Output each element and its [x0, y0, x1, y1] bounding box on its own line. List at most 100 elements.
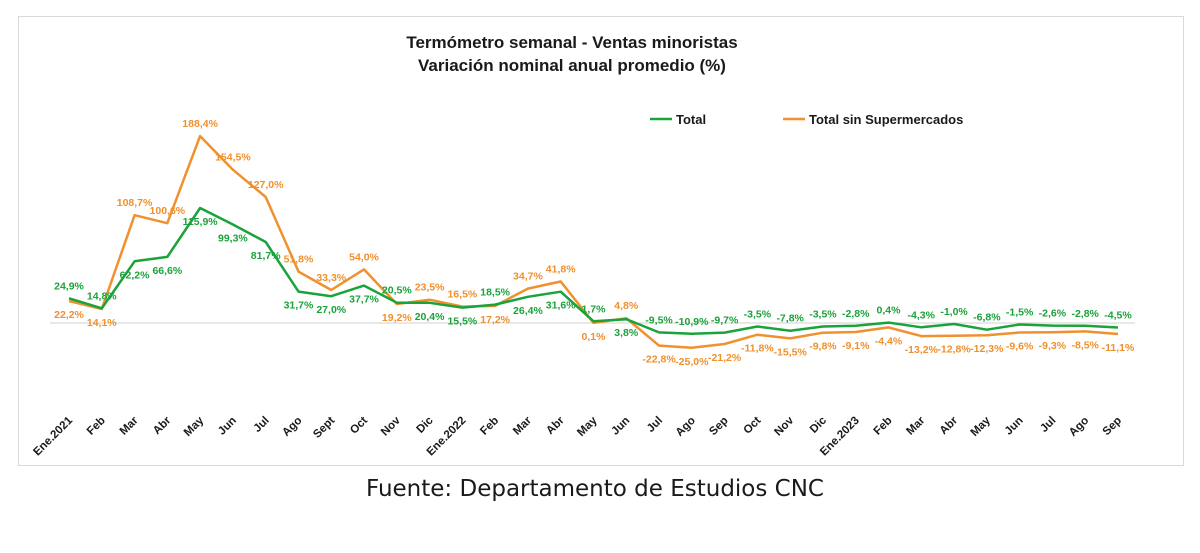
- x-tick-label: Abr: [938, 414, 961, 437]
- data-label-total-sin-supermercados: -21,2%: [708, 352, 742, 364]
- chart-subtitle: Variación nominal anual promedio (%): [418, 56, 726, 75]
- x-tick-label: Jul: [252, 415, 272, 435]
- x-tick-label: Sept: [311, 415, 337, 441]
- x-tick-label: Nov: [772, 414, 796, 438]
- x-tick-label: Feb: [872, 415, 895, 438]
- chart-title: Termómetro semanal - Ventas minoristas: [406, 33, 737, 52]
- data-label-total-sin-supermercados: -12,8%: [937, 344, 971, 356]
- x-tick-label: Mar: [511, 414, 534, 437]
- data-label-total-sin-supermercados: 33,3%: [316, 272, 346, 284]
- data-label-total-sin-supermercados: 19,2%: [382, 312, 412, 324]
- x-tick-label: Feb: [478, 415, 501, 438]
- data-label-total: 20,4%: [415, 311, 445, 323]
- data-label-total: -9,7%: [711, 315, 739, 327]
- data-label-total-sin-supermercados: 34,7%: [513, 271, 543, 283]
- x-tick-label: Mar: [118, 414, 141, 437]
- data-label-total-sin-supermercados: 17,2%: [480, 314, 510, 326]
- chart-frame: [18, 16, 1184, 466]
- data-label-total: 31,6%: [546, 300, 576, 312]
- data-label-total-sin-supermercados: 51,8%: [284, 254, 314, 266]
- series-line-total: [68, 206, 1119, 336]
- data-label-total: 15,5%: [447, 316, 477, 328]
- data-label-total-sin-supermercados: 41,8%: [546, 264, 576, 276]
- data-label-total: 26,4%: [513, 305, 543, 317]
- data-label-total: -4,3%: [908, 309, 936, 321]
- x-tick-label: Jun: [1003, 415, 1026, 438]
- data-label-total: 115,9%: [183, 216, 219, 228]
- x-tick-label: May: [575, 414, 600, 439]
- data-label-total-sin-supermercados: 4,8%: [614, 300, 639, 312]
- legend-label-total: Total: [676, 112, 706, 127]
- x-tick-label: Sep: [1101, 415, 1124, 438]
- data-label-total-sin-supermercados: 127,0%: [248, 179, 284, 191]
- x-tick-label: Abr: [544, 414, 567, 437]
- data-label-total: 24,9%: [54, 280, 84, 292]
- data-label-total-sin-supermercados: -13,2%: [905, 344, 939, 356]
- data-label-total-sin-supermercados: -8,5%: [1071, 339, 1099, 351]
- x-tick-label: Jul: [645, 415, 665, 435]
- data-label-total-sin-supermercados: -9,3%: [1039, 340, 1067, 352]
- x-tick-label: Ago: [674, 415, 698, 439]
- data-label-total: -4,5%: [1104, 309, 1132, 321]
- source-note: Fuente: Departamento de Estudios CNC: [365, 476, 824, 502]
- series-line-total-sin-supermercados: [68, 134, 1119, 350]
- legend-label-sin-super: Total sin Supermercados: [809, 112, 963, 127]
- x-tick-label: May: [969, 414, 994, 439]
- data-label-total: 99,3%: [218, 232, 248, 244]
- data-label-total: -2,6%: [1039, 308, 1067, 320]
- data-label-total-sin-supermercados: -12,3%: [970, 343, 1004, 355]
- x-tick-label: Nov: [379, 414, 403, 438]
- series-lines: [68, 134, 1119, 350]
- data-label-total: -10,9%: [675, 316, 709, 328]
- x-tick-label: Ago: [280, 415, 304, 439]
- data-label-total-sin-supermercados: 0,1%: [582, 331, 607, 343]
- x-tick-label: Dic: [415, 414, 437, 436]
- data-label-total-sin-supermercados: -9,1%: [842, 340, 870, 352]
- data-label-total-sin-supermercados: 54,0%: [349, 251, 379, 263]
- data-label-total-sin-supermercados: 22,2%: [54, 309, 84, 321]
- x-tick-label: Ago: [1067, 415, 1091, 439]
- data-label-total: 1,7%: [582, 303, 607, 315]
- x-tick-label: Dic: [808, 414, 830, 436]
- data-label-total-sin-supermercados: -11,1%: [1102, 342, 1135, 354]
- x-tick-label: Oct: [348, 415, 370, 437]
- data-label-total: -9,5%: [645, 314, 673, 326]
- x-tick-label: Sep: [707, 415, 730, 438]
- data-label-total-sin-supermercados: 188,4%: [182, 118, 218, 130]
- data-label-total-sin-supermercados: 100,6%: [150, 205, 186, 217]
- data-label-total: -3,5%: [744, 308, 772, 320]
- data-label-total: 81,7%: [251, 250, 281, 262]
- data-label-total: 31,7%: [284, 300, 314, 312]
- data-label-total-sin-supermercados: 23,5%: [415, 282, 445, 294]
- x-tick-label: Ene.2021: [31, 414, 75, 458]
- data-label-total: -7,8%: [776, 313, 804, 325]
- data-label-total: 3,8%: [614, 327, 639, 339]
- data-label-total: 20,5%: [382, 285, 412, 297]
- data-label-total: 37,7%: [349, 294, 379, 306]
- x-tick-label: Abr: [151, 414, 174, 437]
- x-tick-label: Jun: [609, 415, 632, 438]
- data-label-total: -1,0%: [940, 306, 968, 318]
- data-label-total: 14,8%: [87, 290, 117, 302]
- data-label-total-sin-supermercados: -25,0%: [675, 356, 709, 368]
- data-label-total: 62,2%: [120, 269, 150, 281]
- data-label-total-sin-supermercados: -4,4%: [875, 335, 903, 347]
- data-label-total: 18,5%: [480, 287, 510, 299]
- x-tick-label: May: [182, 414, 207, 439]
- data-label-total: -2,8%: [1071, 308, 1099, 320]
- data-label-total-sin-supermercados: 108,7%: [117, 197, 153, 209]
- x-tick-labels: Ene.2021 Feb Mar Abr May Jun Jul Ago Sept Oct Nov D…: [31, 414, 1124, 458]
- data-label-total: 0,4%: [877, 305, 902, 317]
- data-labels: 22,2% 24,9% 14,1% 14,8% 108,7% 62,2% 100,6% 66,…: [54, 118, 1135, 368]
- data-label-total: -3,5%: [809, 308, 837, 320]
- data-label-total-sin-supermercados: -15,5%: [774, 346, 808, 358]
- x-tick-label: Feb: [85, 415, 108, 438]
- data-label-total-sin-supermercados: 16,5%: [447, 289, 477, 301]
- data-label-total-sin-supermercados: -11,8%: [741, 343, 774, 355]
- data-label-total-sin-supermercados: -9,8%: [809, 341, 837, 353]
- data-label-total-sin-supermercados: -9,6%: [1006, 341, 1034, 353]
- legend: Total Total sin Supermercados: [650, 112, 963, 127]
- data-label-total-sin-supermercados: 14,1%: [87, 317, 117, 329]
- x-tick-label: Mar: [904, 414, 927, 437]
- x-tick-label: Jun: [216, 415, 239, 438]
